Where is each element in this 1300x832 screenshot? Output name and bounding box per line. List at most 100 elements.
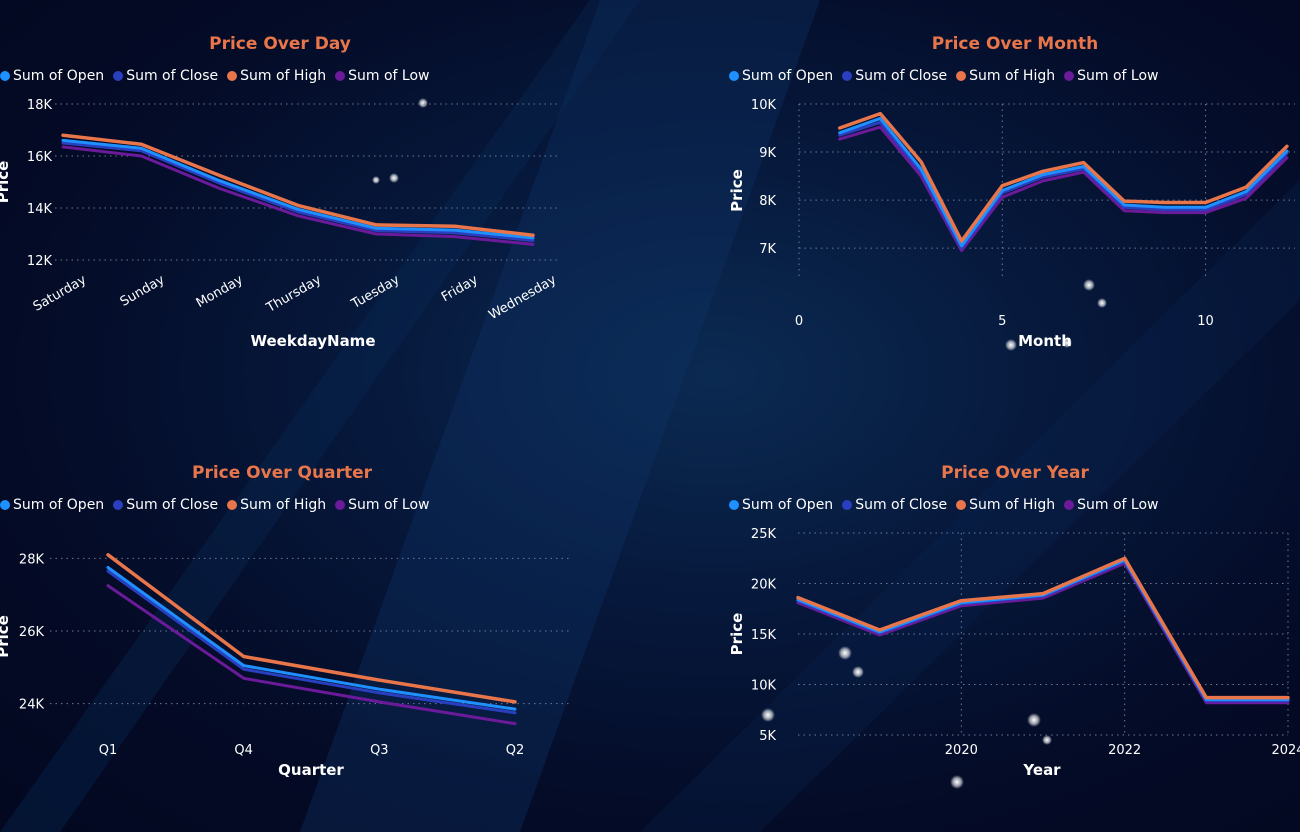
legend-item-open[interactable]: Sum of Open — [729, 68, 833, 84]
legend-dot-icon — [227, 71, 238, 81]
series-line-open[interactable] — [106, 566, 517, 711]
series-line-close[interactable] — [106, 569, 517, 715]
legend-item-close[interactable]: Sum of Close — [113, 68, 218, 84]
chart-title: Price Over Day — [209, 34, 351, 54]
y-tick-label: 15K — [751, 628, 777, 643]
x-axis-title: WeekdayName — [251, 332, 376, 350]
chart-title: Price Over Quarter — [191, 463, 372, 483]
x-tick-label: Q3 — [370, 743, 389, 758]
chart-title: Price Over Year — [941, 463, 1089, 483]
legend-item-open[interactable]: Sum of Open — [0, 68, 104, 84]
legend-item-close[interactable]: Sum of Close — [113, 497, 218, 513]
y-tick-label: 24K — [19, 698, 45, 713]
legend-dot-icon — [1064, 71, 1075, 81]
series-line-close[interactable] — [796, 559, 1290, 703]
legend-dot-icon — [0, 500, 10, 510]
series-line-high[interactable] — [796, 556, 1290, 700]
series-line-open[interactable] — [61, 138, 535, 240]
series-line-low[interactable] — [796, 561, 1290, 705]
legend-dot-icon — [956, 500, 967, 510]
series-line-open[interactable] — [838, 116, 1289, 248]
series-line-close[interactable] — [838, 120, 1289, 250]
x-tick-label: 0 — [795, 314, 803, 329]
legend-label: Sum of Open — [13, 497, 105, 513]
series-line-low[interactable] — [838, 125, 1289, 253]
legend-item-low[interactable]: Sum of Low — [1064, 497, 1158, 513]
y-tick-label: 26K — [19, 625, 45, 640]
chart-legend: Sum of Open Sum of Close Sum of High Sum… — [0, 68, 429, 84]
y-tick-label: 12K — [27, 254, 53, 269]
y-tick-label: 14K — [27, 202, 53, 217]
legend-label: Sum of Low — [1077, 497, 1159, 513]
chart-plot-quarter: 24K 26K 28K Q1 Q4 Q3 Q2 Quarter Price — [0, 552, 570, 779]
legend-label: Sum of High — [240, 497, 327, 513]
legend-item-high[interactable]: Sum of High — [956, 497, 1055, 513]
legend-item-close[interactable]: Sum of Close — [842, 497, 947, 513]
x-tick-label: 5 — [998, 314, 1006, 329]
legend-label: Sum of Open — [742, 497, 834, 513]
y-tick-label: 20K — [751, 578, 777, 593]
legend-dot-icon — [335, 71, 346, 81]
y-tick-label: 28K — [19, 552, 45, 567]
y-axis-title: Price — [728, 169, 746, 212]
legend-label: Sum of Close — [126, 497, 219, 513]
chart-title: Price Over Month — [931, 34, 1099, 54]
legend-dot-icon — [1064, 500, 1075, 510]
legend-label: Sum of Close — [126, 68, 219, 84]
series-line-high[interactable] — [61, 133, 535, 238]
legend-dot-icon — [842, 500, 853, 510]
legend-label: Sum of Close — [855, 68, 948, 84]
legend-item-low[interactable]: Sum of Low — [1064, 68, 1158, 84]
chart-plot-month: 7K 8K 9K 10K 0 5 10 Month Price — [728, 98, 1295, 350]
legend-label: Sum of Close — [855, 497, 948, 513]
legend-label: Sum of Low — [348, 68, 430, 84]
series-line-close[interactable] — [61, 141, 535, 242]
legend-dot-icon — [956, 71, 967, 81]
legend-item-high[interactable]: Sum of High — [227, 497, 326, 513]
legend-item-close[interactable]: Sum of Close — [842, 68, 947, 84]
legend-dot-icon — [729, 500, 739, 510]
legend-dot-icon — [227, 500, 238, 510]
y-tick-label: 9K — [759, 146, 776, 161]
legend-item-high[interactable]: Sum of High — [956, 68, 1055, 84]
legend-item-high[interactable]: Sum of High — [227, 68, 326, 84]
legend-item-open[interactable]: Sum of Open — [729, 497, 833, 513]
legend-label: Sum of Open — [742, 68, 834, 84]
legend-item-open[interactable]: Sum of Open — [0, 497, 104, 513]
series-line-high[interactable] — [106, 553, 517, 704]
series-line-high[interactable] — [837, 111, 1289, 243]
legend-label: Sum of High — [969, 68, 1056, 84]
legend-dot-icon — [729, 71, 739, 81]
x-tick-label: 2024 — [1271, 743, 1300, 758]
x-axis-title: Quarter — [278, 761, 344, 779]
y-tick-label: 18K — [27, 98, 53, 113]
chart-legend: Sum of Open Sum of Close Sum of High Sum… — [729, 68, 1158, 84]
legend-item-low[interactable]: Sum of Low — [335, 497, 429, 513]
series-line-low[interactable] — [61, 145, 535, 246]
legend-label: Sum of Low — [1077, 68, 1159, 84]
legend-dot-icon — [0, 71, 10, 81]
series-line-open[interactable] — [796, 558, 1290, 702]
chart-legend: Sum of Open Sum of Close Sum of High Sum… — [729, 497, 1158, 513]
y-tick-label: 5K — [759, 729, 776, 744]
y-tick-label: 7K — [759, 242, 776, 257]
x-axis-title: Year — [1022, 761, 1061, 779]
series-line-low[interactable] — [106, 584, 517, 726]
legend-dot-icon — [113, 71, 124, 81]
x-tick-label: 10 — [1197, 314, 1214, 329]
x-axis-title: Month — [1018, 332, 1072, 350]
legend-dot-icon — [842, 71, 853, 81]
legend-item-low[interactable]: Sum of Low — [335, 68, 429, 84]
x-tick-label: Q4 — [234, 743, 253, 758]
y-tick-label: 16K — [27, 150, 53, 165]
y-tick-label: 10K — [751, 679, 777, 694]
legend-dot-icon — [335, 500, 346, 510]
x-tick-label: Q1 — [99, 743, 118, 758]
y-axis-title: Price — [728, 613, 746, 656]
y-axis-title: Price — [0, 161, 12, 204]
chart-legend: Sum of Open Sum of Close Sum of High Sum… — [0, 497, 429, 513]
y-axis-title: Price — [0, 615, 12, 658]
legend-label: Sum of Open — [13, 68, 105, 84]
